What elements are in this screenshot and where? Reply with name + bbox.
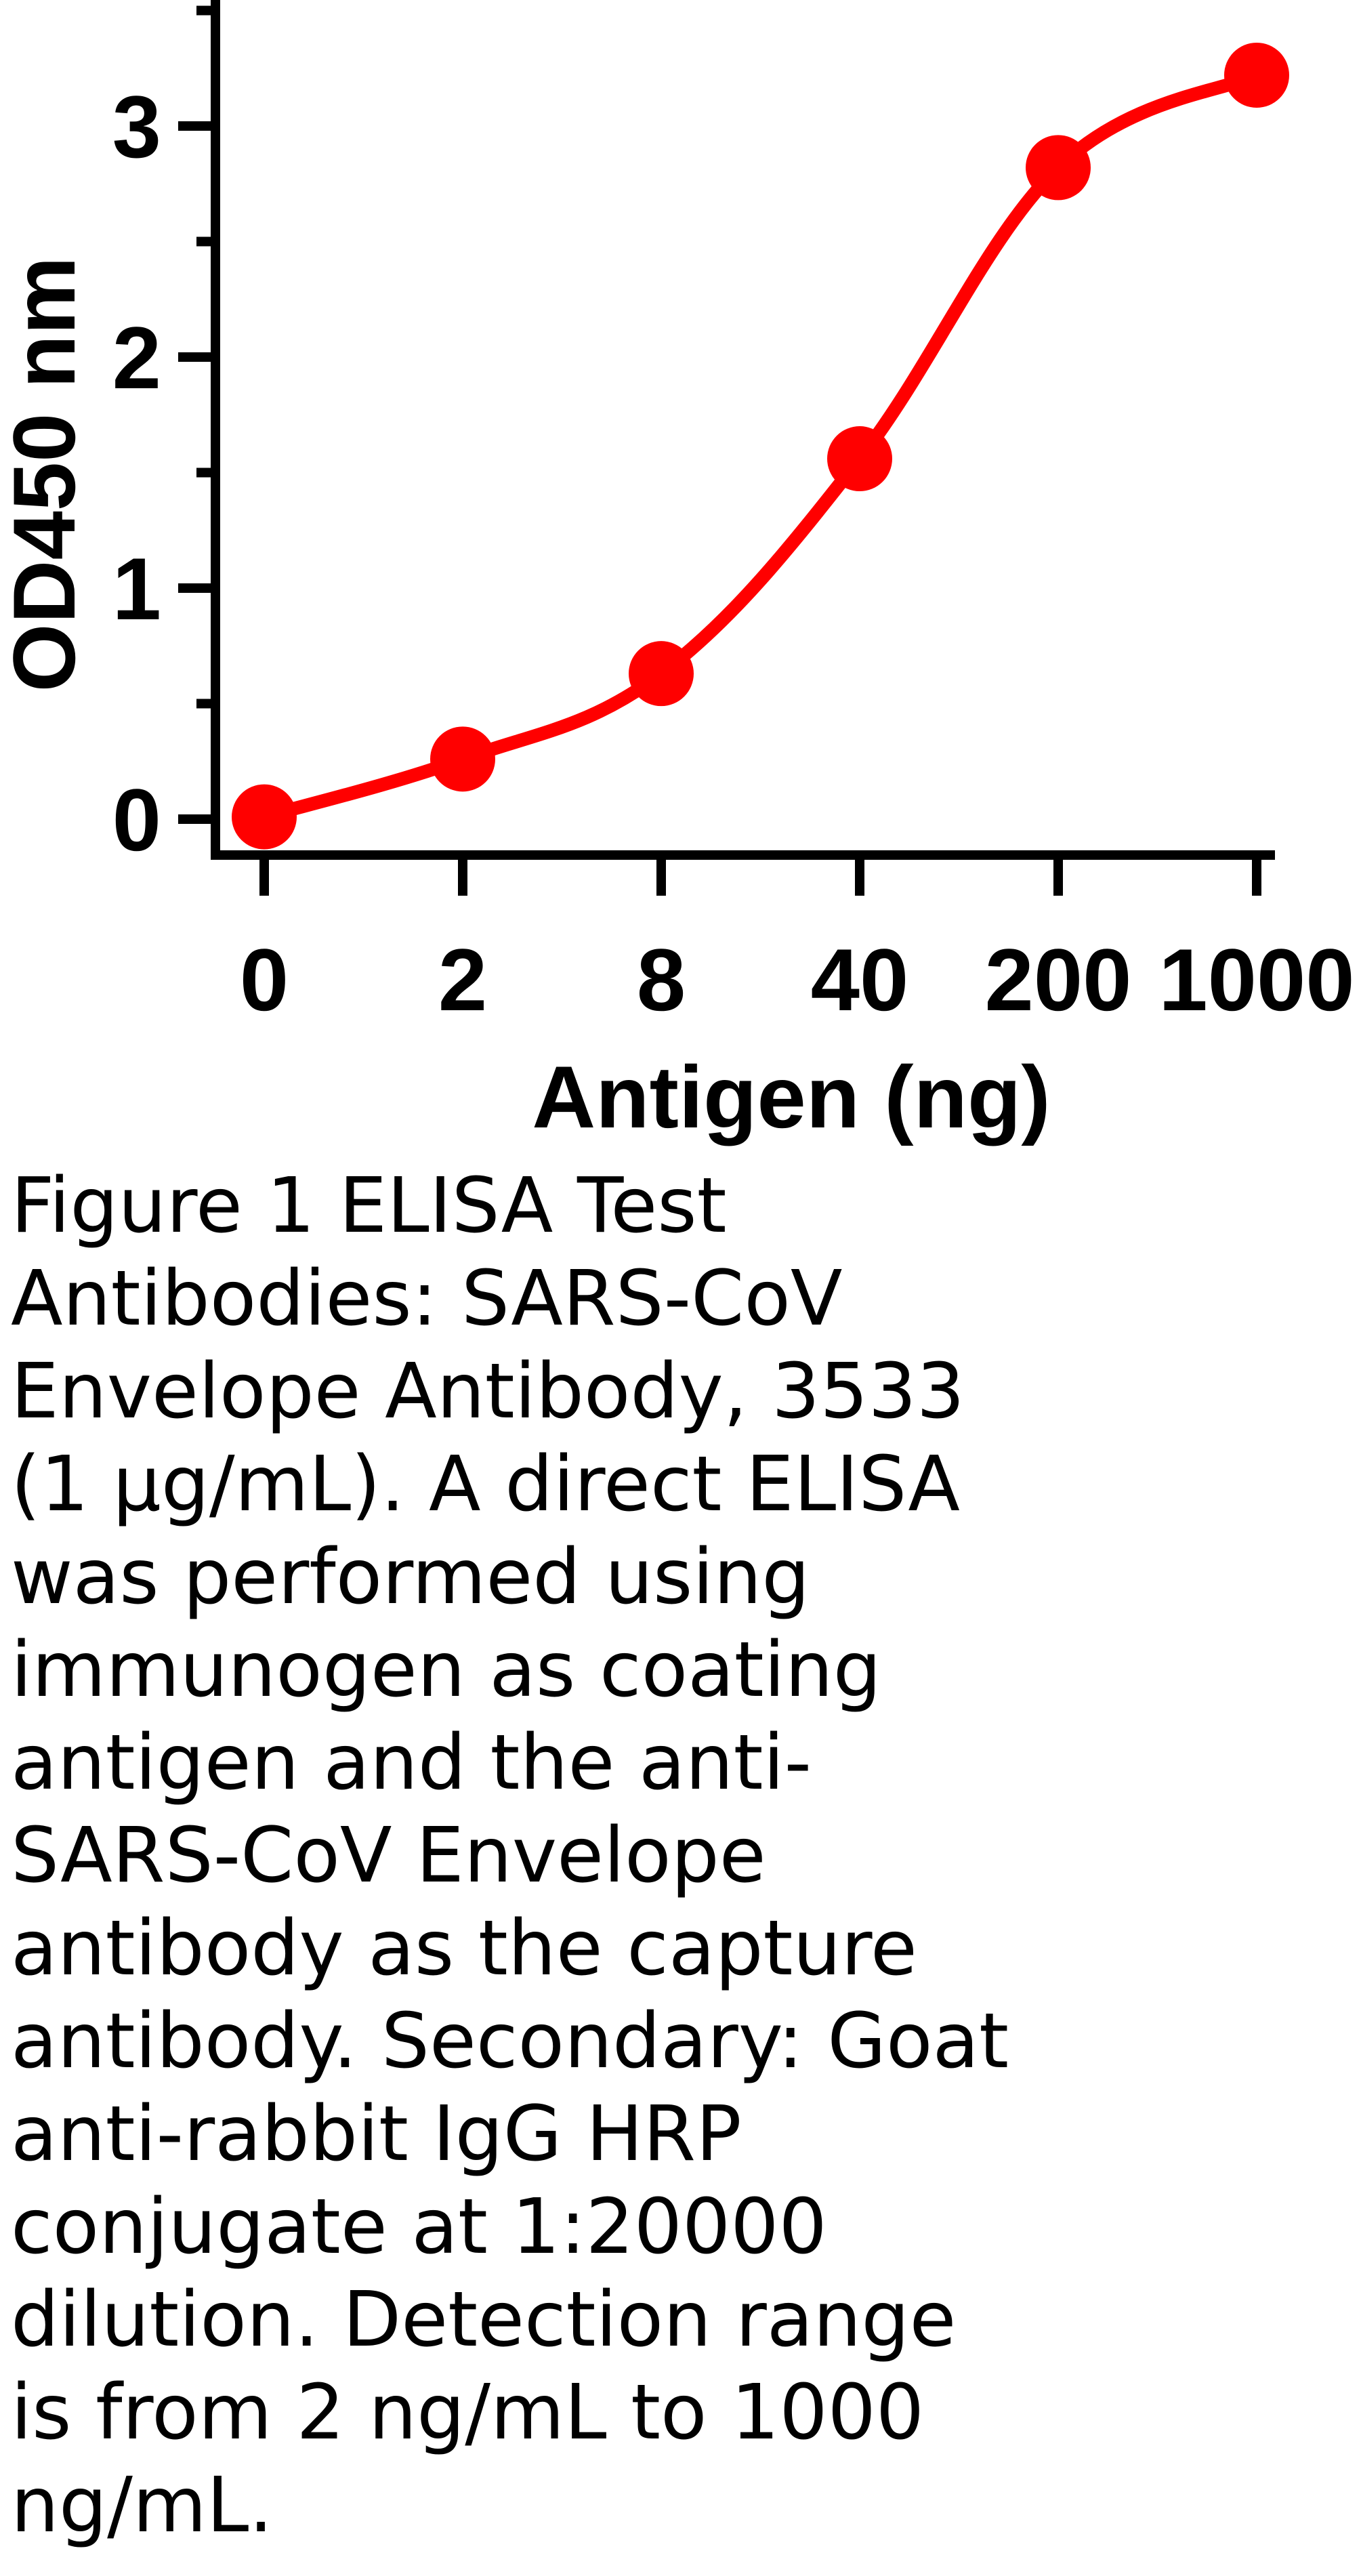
data-point: [827, 426, 892, 492]
axes: [211, 0, 1275, 860]
data-point: [629, 641, 694, 707]
x-tick-label: 1000: [1158, 930, 1354, 1029]
x-axis-title: Antigen (ng): [532, 1047, 1050, 1146]
y-tick-label: 1: [112, 539, 161, 638]
figure-caption: Figure 1 ELISA Test Antibodies: SARS-CoV…: [11, 1162, 1009, 2550]
data-points: [232, 42, 1289, 850]
x-tick-label: 200: [985, 930, 1132, 1029]
data-point: [430, 726, 495, 792]
x-tick-label: 8: [637, 930, 686, 1029]
x-tick-label: 40: [811, 930, 909, 1029]
y-axis-title: OD450 nm: [0, 256, 93, 692]
data-point: [1026, 135, 1091, 201]
elisa-chart: 0 1 2 3 0 2 8 40 200 1000 OD450 nm Antigen (ng): [0, 0, 1355, 1146]
y-tick-label: 0: [112, 770, 161, 869]
y-ticks: 0 1 2 3: [112, 5, 215, 869]
x-ticks: 0 2 8 40 200 1000: [240, 855, 1355, 1029]
data-point: [232, 784, 297, 850]
x-tick-label: 2: [438, 930, 487, 1029]
data-point: [1224, 42, 1289, 108]
od450-curve: [257, 68, 1263, 824]
y-tick-label: 2: [112, 308, 161, 407]
x-tick-label: 0: [240, 930, 289, 1029]
y-tick-label: 3: [112, 77, 161, 176]
